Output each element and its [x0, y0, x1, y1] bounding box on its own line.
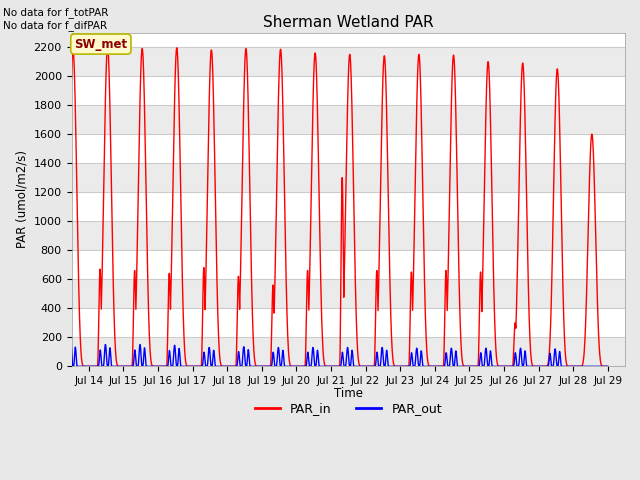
Bar: [72, 105, 625, 134]
Title: Sherman Wetland PAR: Sherman Wetland PAR: [263, 15, 433, 30]
Text: No data for f_totPAR
No data for f_difPAR: No data for f_totPAR No data for f_difPA…: [3, 7, 109, 31]
Bar: [72, 163, 625, 192]
Legend: PAR_in, PAR_out: PAR_in, PAR_out: [250, 397, 447, 420]
Bar: [72, 279, 625, 308]
Y-axis label: PAR (umol/m2/s): PAR (umol/m2/s): [15, 150, 28, 249]
X-axis label: Time: Time: [334, 387, 363, 400]
Bar: [72, 221, 625, 250]
Bar: [72, 47, 625, 76]
Bar: [72, 337, 625, 366]
Text: SW_met: SW_met: [74, 37, 127, 50]
